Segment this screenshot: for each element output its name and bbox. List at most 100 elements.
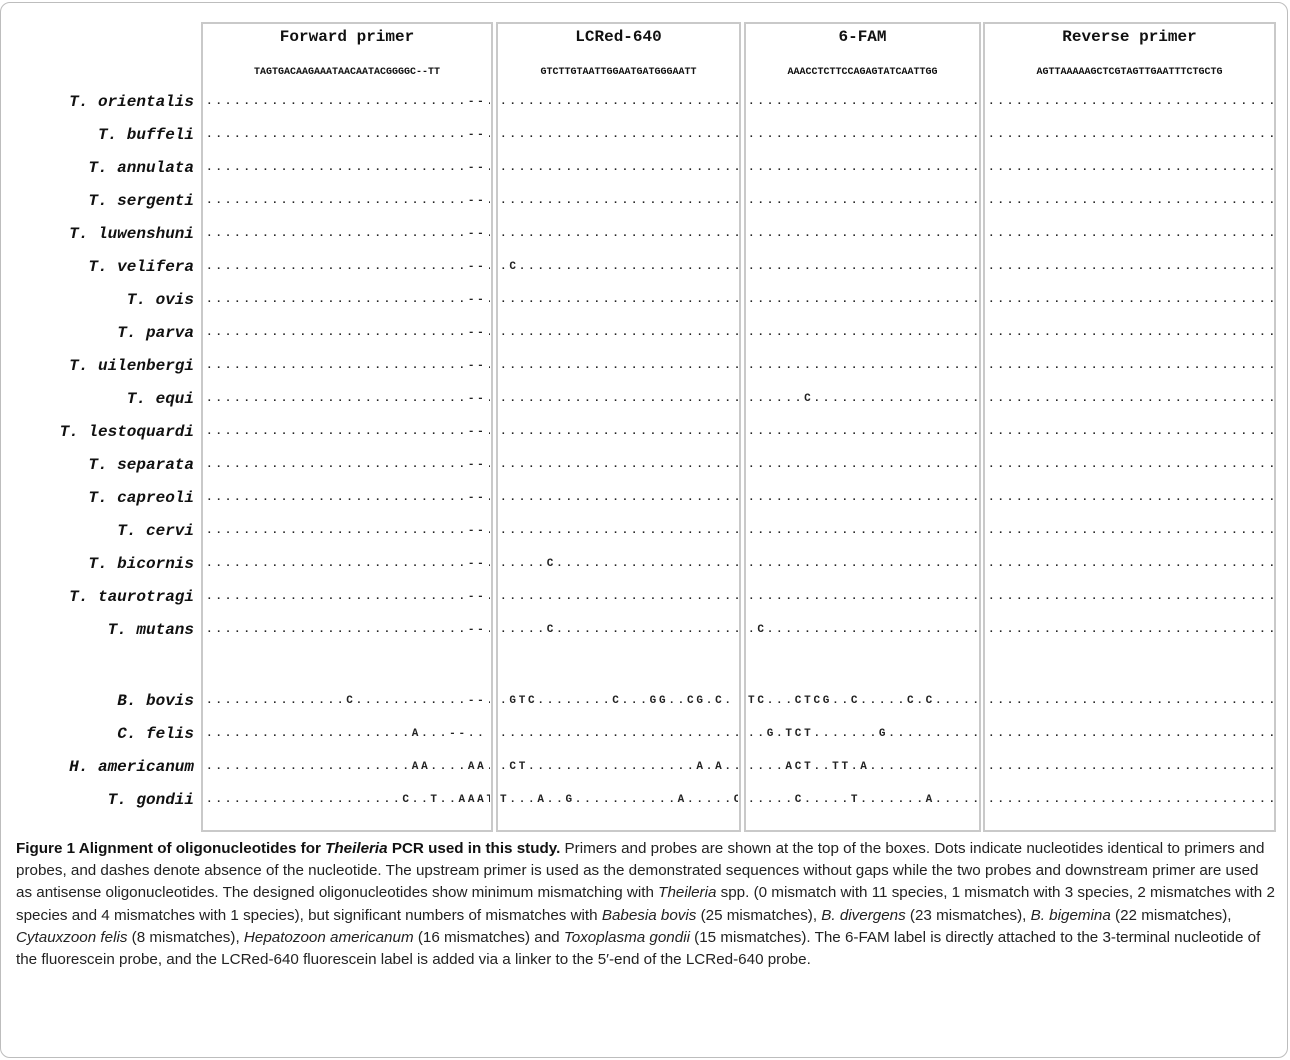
species-label: T. uilenbergi — [69, 357, 194, 375]
alignment-cell: ...............................G........ — [988, 794, 1273, 806]
figure-caption: Figure 1 Alignment of oligonucleotides f… — [16, 838, 1278, 971]
alignment-cell: .....C..................... — [500, 558, 738, 570]
alignment-cell: ...............C............--.- — [206, 695, 490, 707]
alignment-cell: ............................--.. — [206, 195, 490, 207]
caption-label-end: PCR used in this study. — [391, 840, 561, 857]
alignment-cell: ........................................ — [988, 294, 1273, 306]
alignment-cell: ........................................ — [988, 426, 1273, 438]
alignment-cell: ........................... — [500, 327, 738, 339]
caption-taxon: Theileria — [658, 884, 717, 902]
caption-text: (22 mismatches), — [1110, 906, 1232, 924]
alignment-cell: .......................................A — [988, 261, 1273, 273]
species-label: T. buffeli — [97, 126, 194, 144]
alignment-cell: ............................--.. — [206, 162, 490, 174]
alignment-cell: ........................................ — [988, 624, 1273, 636]
alignment-cell: ........................... — [500, 294, 738, 306]
alignment-cell: ........................... — [500, 162, 738, 174]
alignment-cell: ......................A...--.. — [206, 728, 487, 740]
alignment-cell: ........................... — [748, 162, 978, 174]
caption-text: (23 mismatches), — [905, 906, 1031, 924]
alignment-cell: ..........................C..A.... — [500, 728, 738, 740]
alignment-cell: ........................... — [748, 96, 978, 108]
alignment-cell: ........................... — [748, 426, 978, 438]
alignment-cell: ........................... — [500, 96, 738, 108]
alignment-cell: ........................................ — [988, 129, 1273, 141]
box-6-fam — [744, 22, 981, 832]
alignment-cell: ........................... — [500, 228, 738, 240]
alignment-cell: ........................... — [500, 591, 738, 603]
species-label: T. taurotragi — [69, 588, 194, 606]
alignment-cell: T...A..G...........A.....C — [500, 794, 738, 806]
alignment-cell: ............................--.. — [206, 294, 490, 306]
column-title-reverse-primer: Reverse primer — [1062, 28, 1197, 46]
caption-text: spp. (0 mismatch with 11 species, 1 mism… — [16, 884, 1275, 924]
species-label: T. ovis — [126, 291, 194, 309]
alignment-cell: ............................--.. — [206, 492, 490, 504]
alignment-cell: ........................... — [748, 195, 978, 207]
species-label: T. velifera — [88, 258, 194, 276]
alignment-cell: ........................... — [748, 492, 978, 504]
alignment-cell: ........................... — [748, 360, 978, 372]
species-label: T. sergenti — [88, 192, 194, 210]
alignment-cell: .CT..................A.A.... — [500, 761, 738, 773]
caption-text: (8 mismatches), — [127, 928, 244, 946]
species-label: B. bovis — [117, 692, 194, 710]
species-label: T. luwenshuni — [69, 225, 194, 243]
caption-taxon: B. divergens — [821, 906, 906, 924]
alignment-cell: ........................... — [500, 195, 738, 207]
alignment-cell: .....C..................... — [500, 624, 738, 636]
caption-text: (16 mismatches) and — [413, 928, 564, 946]
alignment-cell: ......................AA....AA.. — [206, 761, 490, 773]
alignment-cell: ........................... — [748, 129, 978, 141]
alignment-cell: ............................--.. — [206, 96, 490, 108]
species-label: T. bicornis — [88, 555, 194, 573]
alignment-cell: ............................--.C — [206, 624, 490, 636]
primer-sequence-lcred-640: GTCTTGTAATTGGAATGATGGGAATT — [540, 67, 697, 78]
caption-label: Figure 1 Alignment of oligonucleotides f… — [16, 840, 321, 857]
species-label: T. capreoli — [88, 489, 194, 507]
species-label: T. equi — [126, 390, 194, 408]
caption-taxon: Hepatozoon americanum — [243, 928, 414, 946]
caption-text: Primers and probes are shown at the top … — [16, 840, 1265, 902]
alignment-cell: ........................... — [748, 228, 978, 240]
alignment-cell: ........................................ — [988, 162, 1273, 174]
alignment-cell: ............................--.. — [206, 558, 490, 570]
alignment-cell: ............................--.. — [206, 525, 490, 537]
species-label: T. mutans — [107, 621, 194, 639]
alignment-cell: .GTC........C...GG..CG.C. — [500, 695, 734, 707]
caption-taxon: B. bigemina — [1030, 906, 1111, 924]
caption-taxon: Cytauxzoon felis — [16, 928, 128, 946]
alignment-cell: ........................... — [500, 492, 738, 504]
alignment-cell: ............................--.. — [206, 228, 490, 240]
alignment-cell: .C........................C — [748, 624, 978, 636]
alignment-cell: ......C.................... — [748, 393, 978, 405]
alignment-cell: ........................... — [748, 558, 978, 570]
caption-body: Primers and probes are shown at the top … — [16, 840, 1275, 968]
alignment-cell: ..........................C — [500, 360, 738, 372]
primer-sequence-reverse: AGTTAAAAAGCTCGTAGTTGAATTTCTGCTG — [1036, 67, 1223, 78]
alignment-cell: ........................................ — [988, 96, 1273, 108]
species-label: T. cervi — [117, 522, 194, 540]
alignment-cell: ........................... — [748, 591, 978, 603]
alignment-cell: ........................................ — [988, 195, 1273, 207]
primer-sequence-6-fam: AAACCTCTTCCAGAGTATCAATTGG — [787, 67, 938, 78]
alignment-cell: ........................................ — [988, 327, 1273, 339]
alignment-cell: ........................................ — [988, 525, 1273, 537]
alignment-cell: ........................................ — [988, 558, 1273, 570]
column-title-6-fam: 6-FAM — [838, 28, 887, 46]
species-label: C. felis — [117, 725, 194, 743]
caption-text: (25 mismatches), — [696, 906, 822, 924]
alignment-cell: ........................... — [748, 459, 978, 471]
alignment-cell: ............................--.. — [206, 360, 490, 372]
caption-taxon: Toxoplasma gondii — [563, 928, 690, 946]
alignment-cell: .....C.....T.......A....... — [748, 794, 978, 806]
species-label: T. gondii — [107, 791, 194, 809]
species-label: T. lestoquardi — [59, 423, 194, 441]
species-label: H. americanum — [69, 758, 194, 776]
species-label: T. annulata — [88, 159, 194, 177]
column-title-lcred-640: LCRed-640 — [575, 28, 662, 46]
alignment-cell: .....................C..T..AAAT.. — [206, 794, 490, 806]
alignment-cell: ........................... — [500, 525, 738, 537]
species-label: T. orientalis — [69, 93, 194, 111]
